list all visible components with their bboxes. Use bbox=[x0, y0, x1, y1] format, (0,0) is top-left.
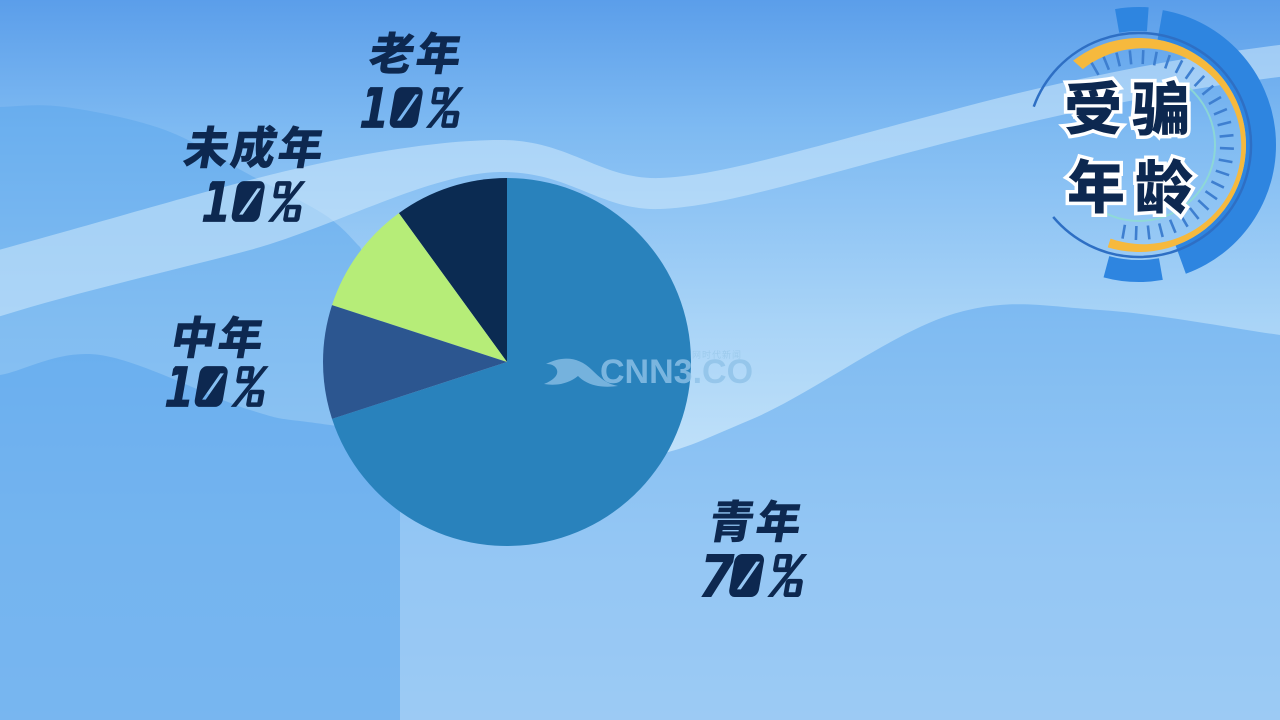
svg-text:年龄: 年龄 bbox=[1067, 141, 1203, 225]
svg-text:受骗: 受骗 bbox=[1064, 63, 1200, 147]
